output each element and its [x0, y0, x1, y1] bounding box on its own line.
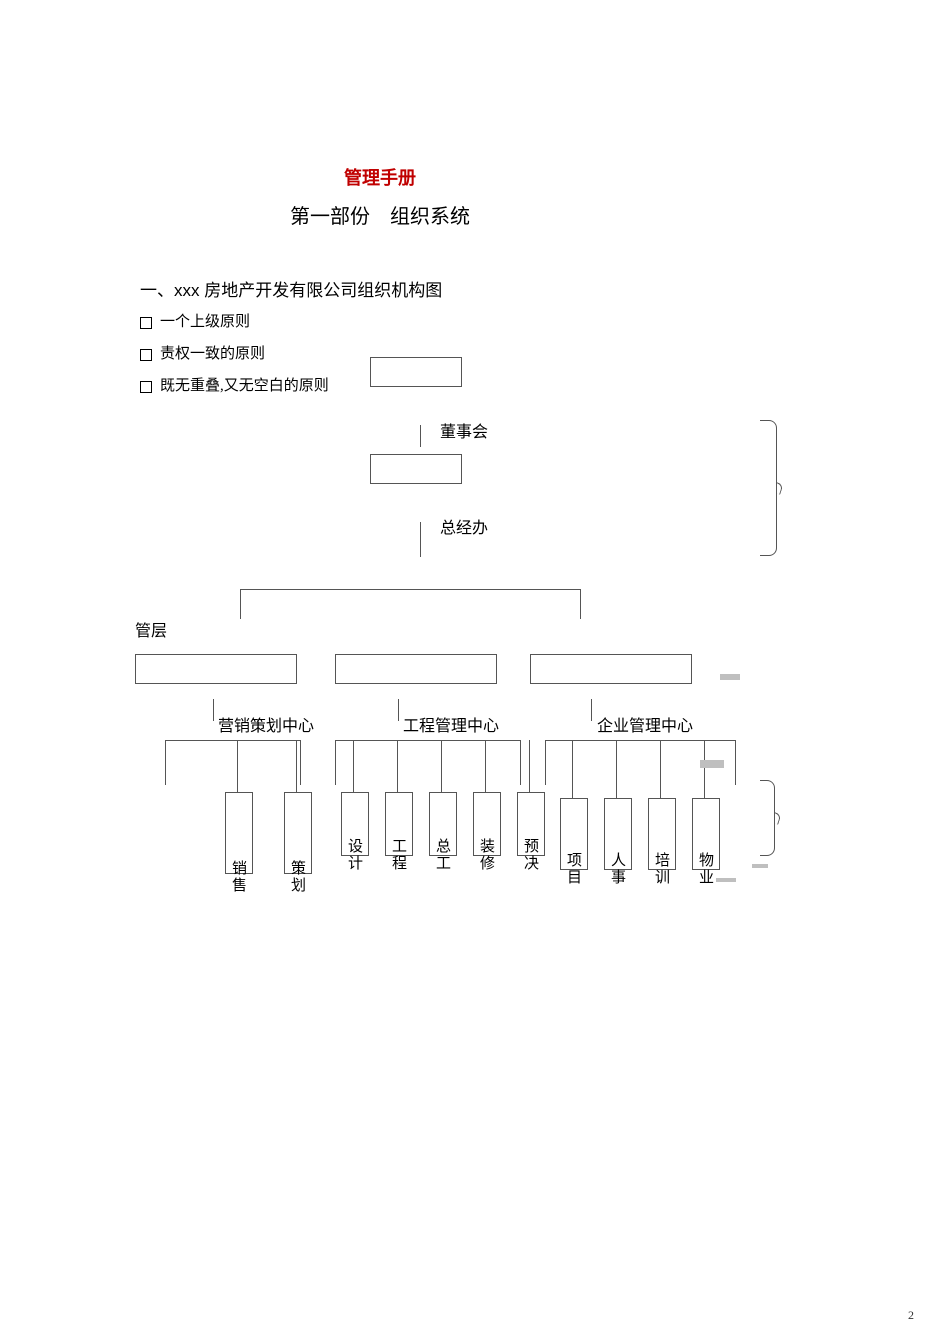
center-box-1 [335, 654, 497, 684]
connector [398, 699, 399, 721]
leaf-label-7: 项目 [564, 852, 582, 886]
connector [660, 740, 661, 798]
bullet-3: 既无重叠,又无空白的原则 [140, 374, 329, 395]
connector [591, 699, 592, 721]
connector [165, 740, 300, 741]
connector [296, 740, 297, 792]
center-label-1: 工程管理中心 [403, 712, 499, 736]
leaf-label-10: 物业 [696, 852, 714, 886]
leaf-label-1: 策划 [288, 860, 306, 894]
bullet-2: 责权一致的原则 [140, 342, 265, 363]
leaf-label-5: 装修 [477, 838, 495, 872]
doc-subtitle: 第一部份 组织系统 [0, 200, 760, 229]
brace-0 [760, 420, 777, 556]
connector [240, 589, 241, 619]
connector [616, 740, 617, 798]
org-label-board: 董事会 [440, 418, 488, 442]
page-number: 2 [908, 1308, 914, 1323]
org-box-board [370, 357, 462, 387]
center-box-0 [135, 654, 297, 684]
connector [545, 740, 735, 741]
leaf-label-2: 设计 [345, 838, 363, 872]
bullet-1: 一个上级原则 [140, 310, 250, 331]
connector [520, 740, 521, 785]
connector [704, 740, 705, 798]
side-label: 管层 [135, 617, 167, 641]
connector [572, 740, 573, 798]
gray-bar-1 [700, 760, 724, 768]
connector [237, 740, 238, 792]
section-heading: 一、xxx 房地产开发有限公司组织机构图 [140, 276, 442, 301]
connector [545, 740, 546, 785]
leaf-label-4: 总工 [433, 838, 451, 872]
leaf-label-9: 培训 [652, 852, 670, 886]
leaf-label-6: 预决 [521, 838, 539, 872]
doc-title: 管理手册 [0, 164, 760, 190]
gray-bar-0 [720, 674, 740, 680]
org-label-gm: 总经办 [440, 514, 488, 538]
connector [335, 740, 520, 741]
connector [529, 740, 530, 792]
connector [213, 699, 214, 721]
center-label-2: 企业管理中心 [597, 712, 693, 736]
connector [420, 522, 421, 557]
connector [240, 589, 580, 590]
connector [420, 425, 421, 447]
center-label-0: 营销策划中心 [218, 712, 314, 736]
connector [300, 740, 301, 785]
leaf-label-3: 工程 [389, 838, 407, 872]
leaf-label-8: 人事 [608, 852, 626, 886]
connector [580, 589, 581, 619]
connector [735, 740, 736, 785]
connector [397, 740, 398, 792]
brace-1 [760, 780, 775, 856]
gray-bar-3 [716, 878, 736, 882]
center-box-2 [530, 654, 692, 684]
leaf-label-0: 销售 [229, 860, 247, 894]
connector [441, 740, 442, 792]
connector [335, 740, 336, 785]
connector [165, 740, 166, 785]
org-box-gm [370, 454, 462, 484]
gray-bar-2 [752, 864, 768, 868]
connector [353, 740, 354, 792]
connector [485, 740, 486, 792]
